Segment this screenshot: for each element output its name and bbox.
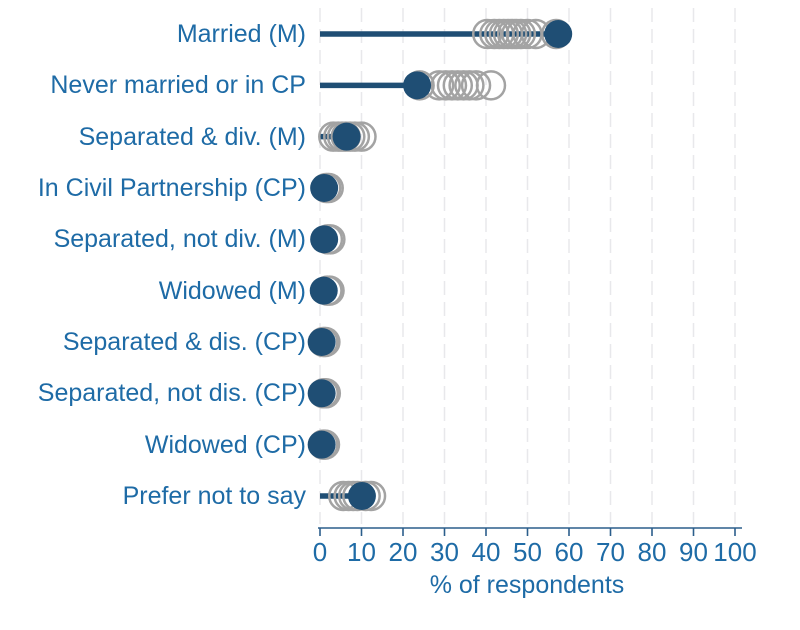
dot-selected [307, 430, 336, 459]
dot-selected [307, 379, 336, 408]
dot-selected [310, 173, 339, 202]
category-label: Separated & div. (M) [78, 122, 306, 151]
x-tick-label: 50 [513, 537, 542, 567]
dot-selected [309, 276, 338, 305]
x-tick-label: 40 [471, 537, 501, 567]
category-label: Separated, not div. (M) [53, 225, 306, 254]
x-tick-label: 100 [713, 537, 757, 567]
category-label: Widowed (M) [158, 276, 306, 305]
dot-comparison [505, 18, 537, 50]
category-label: In Civil Partnership (CP) [37, 173, 306, 202]
x-tick-label: 20 [388, 537, 418, 567]
x-tick-label: 10 [347, 537, 376, 567]
category-label: Separated & dis. (CP) [62, 327, 306, 356]
dot-selected [544, 20, 573, 48]
dot-comparison [454, 70, 485, 101]
category-label: Widowed (CP) [144, 430, 306, 459]
dot-comparison [430, 70, 461, 101]
dot-selected [347, 481, 376, 510]
category-label: Separated, not dis. (CP) [37, 379, 306, 408]
dot-selected [310, 225, 339, 254]
x-tick-label: 80 [637, 537, 667, 567]
x-tick-label: 70 [596, 537, 625, 567]
x-tick-label: 30 [430, 537, 459, 567]
dot-comparison [475, 70, 507, 101]
x-tick-label: 60 [554, 537, 584, 567]
dot-selected [332, 122, 361, 151]
dot-comparison [460, 70, 492, 101]
x-axis-title: % of respondents [429, 571, 625, 599]
dot-selected [403, 71, 432, 100]
x-tick-label: 0 [312, 537, 328, 567]
category-label: Married (M) [176, 20, 306, 48]
dot-selected [307, 327, 336, 356]
x-tick-label: 90 [679, 537, 708, 567]
category-label: Prefer not to say [122, 481, 306, 510]
category-label: Never married or in CP [50, 71, 306, 100]
